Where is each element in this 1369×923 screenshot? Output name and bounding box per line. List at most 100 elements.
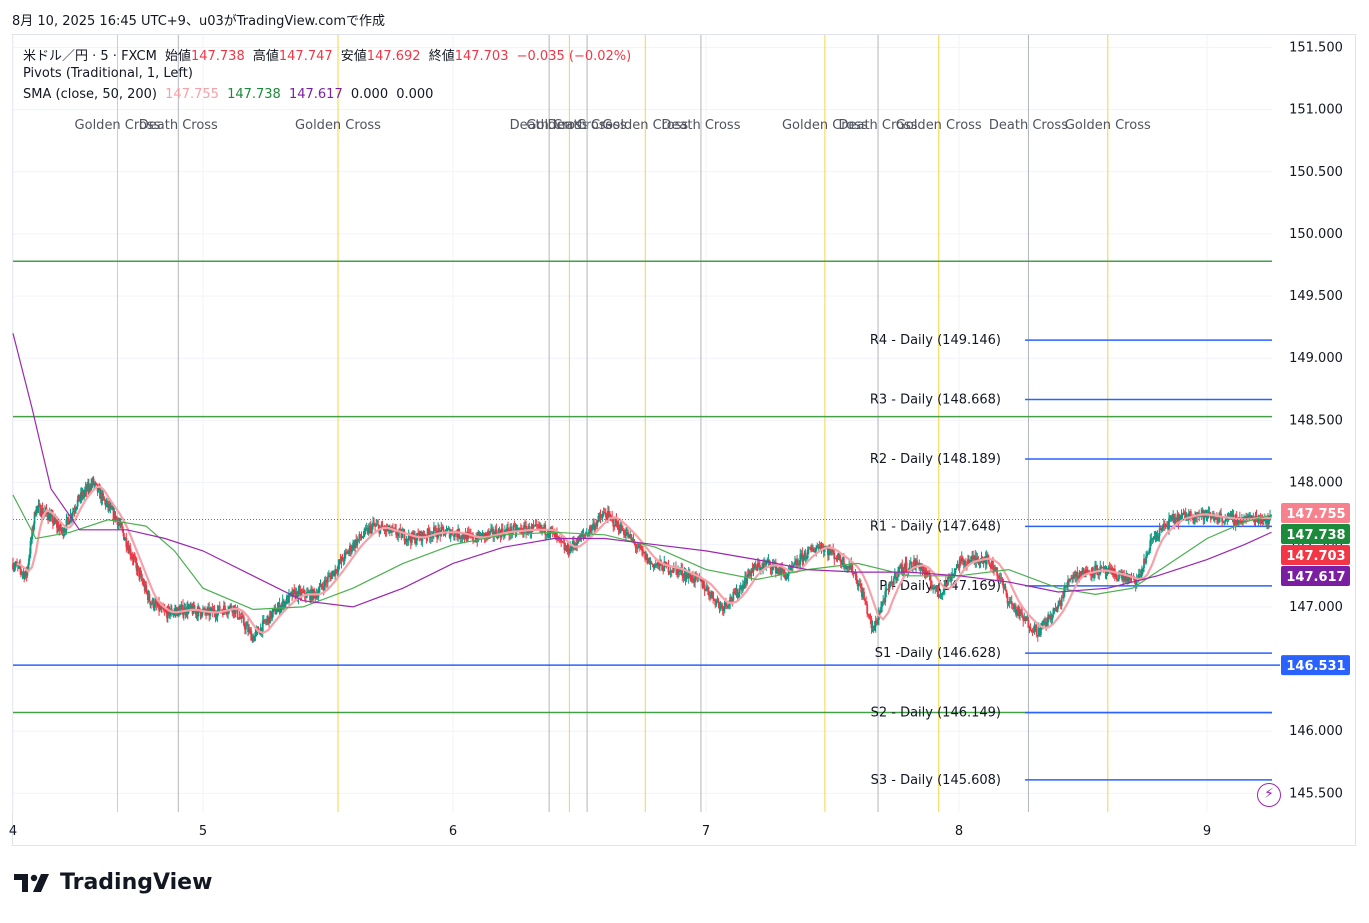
candle-body — [874, 620, 877, 627]
candle-body — [1117, 579, 1119, 581]
candle-body — [536, 524, 539, 527]
lightning-bolt-icon[interactable]: ⚡ — [1257, 783, 1281, 807]
candle-body — [642, 549, 644, 553]
candle-body — [1118, 574, 1120, 580]
y-tick-label: 149.000 — [1289, 351, 1343, 366]
candle-body — [533, 525, 536, 527]
x-tick-label: 8 — [955, 824, 963, 839]
candle-body — [342, 560, 345, 562]
candle-body — [71, 515, 73, 519]
candle-body — [1124, 578, 1127, 581]
symbol-label[interactable]: 米ドル／円 · 5 · FXCM — [23, 49, 157, 64]
candle-body — [749, 573, 752, 576]
candle-body — [408, 533, 411, 539]
candle-body — [800, 553, 803, 555]
candle-body — [789, 565, 792, 571]
candle-body — [648, 558, 651, 564]
candle-body — [335, 569, 338, 572]
candle-body — [356, 539, 359, 546]
candle-body — [768, 559, 771, 563]
candle-body — [986, 554, 989, 559]
candle-body — [548, 533, 551, 535]
candle-body — [1163, 523, 1166, 527]
candle-body — [781, 567, 784, 572]
candle-body — [978, 561, 981, 564]
candle-body — [419, 531, 422, 539]
candle-body — [798, 563, 801, 565]
candle-body — [805, 557, 808, 559]
candle-body — [107, 500, 109, 508]
candle-body — [74, 509, 77, 511]
candle-body — [214, 613, 217, 617]
candle-body — [52, 522, 55, 524]
candle-body — [92, 478, 95, 485]
candle-body — [364, 528, 367, 530]
candle-body — [897, 571, 899, 577]
pivots-title: Pivots (Traditional, 1, Left) — [23, 66, 193, 81]
candle-body — [1047, 614, 1050, 622]
candle-body — [588, 526, 591, 532]
candle-body — [483, 532, 486, 539]
candle-body — [839, 559, 842, 563]
candle-body — [55, 522, 58, 528]
candle-body — [612, 517, 615, 527]
candle-body — [740, 586, 743, 591]
candle-body — [248, 629, 250, 633]
candle-body — [1148, 550, 1151, 554]
candle-body — [1094, 565, 1096, 575]
candle-body — [754, 563, 757, 567]
candle-body — [1172, 514, 1175, 521]
candle-body — [602, 512, 605, 515]
candle-body — [1016, 610, 1018, 615]
close-value: 147.703 — [454, 49, 509, 64]
candle-body — [1041, 623, 1043, 627]
pivots-legend[interactable]: Pivots (Traditional, 1, Left) — [23, 66, 197, 81]
candle-body — [826, 549, 829, 556]
candle-body — [452, 535, 455, 537]
candle-body — [988, 562, 991, 567]
candle-body — [584, 534, 587, 536]
candle-body — [1061, 597, 1064, 599]
candle-body — [941, 592, 944, 594]
candle-body — [407, 533, 410, 540]
candle-body — [659, 560, 661, 567]
candle-body — [383, 528, 386, 532]
candle-body — [17, 565, 20, 567]
candle-body — [710, 593, 712, 597]
candle-body — [930, 580, 932, 586]
candle-body — [246, 624, 248, 626]
candle-body — [821, 545, 824, 547]
candle-body — [1161, 526, 1164, 528]
candle-body — [881, 601, 883, 607]
candle-body — [732, 591, 735, 601]
sma-legend[interactable]: SMA (close, 50, 200) 147.755 147.738 147… — [23, 87, 437, 102]
candle-body — [212, 609, 215, 613]
candle-body — [719, 605, 722, 608]
candle-body — [169, 612, 172, 616]
candle-body — [849, 565, 852, 570]
candle-body — [701, 578, 704, 588]
candle-body — [244, 625, 246, 630]
death-cross-label: Death Cross — [989, 118, 1068, 133]
candle-body — [1244, 516, 1246, 518]
candle-body — [406, 538, 409, 540]
candle-body — [495, 529, 498, 536]
candle-body — [465, 532, 468, 541]
candle-body — [488, 531, 490, 535]
candle-body — [617, 522, 620, 531]
candle-body — [103, 499, 106, 501]
candle-body — [944, 582, 947, 585]
candle-body — [1075, 571, 1078, 577]
candle-body — [1074, 574, 1077, 577]
candle-body — [479, 534, 482, 538]
candle-body — [1235, 515, 1238, 525]
candle-body — [454, 531, 456, 537]
candle-body — [1009, 601, 1012, 603]
candle-body — [854, 572, 857, 576]
candle-body — [707, 590, 710, 596]
tradingview-logo[interactable]: TradingView — [14, 870, 212, 895]
candle-body — [145, 584, 148, 591]
pivot-label: R1 - Daily (147.648) — [870, 519, 1001, 534]
candle-body — [1055, 609, 1058, 612]
